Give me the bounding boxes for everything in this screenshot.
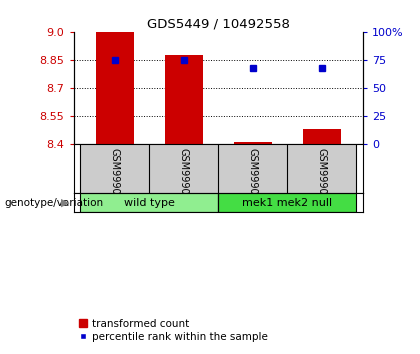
Bar	[80, 193, 218, 212]
Bar	[96, 32, 134, 144]
Bar	[150, 144, 218, 193]
Legend: transformed count, percentile rank within the sample: transformed count, percentile rank withi…	[79, 319, 268, 342]
Text: ▶: ▶	[61, 198, 69, 208]
Text: wild type: wild type	[124, 198, 175, 208]
Title: GDS5449 / 10492558: GDS5449 / 10492558	[147, 18, 290, 31]
Text: GSM999083: GSM999083	[248, 148, 258, 207]
Bar	[234, 142, 272, 144]
Bar	[287, 144, 357, 193]
Bar	[165, 55, 203, 144]
Bar	[218, 193, 357, 212]
Text: mek1 mek2 null: mek1 mek2 null	[242, 198, 333, 208]
Text: GSM999084: GSM999084	[317, 148, 327, 207]
Bar	[80, 144, 150, 193]
Bar	[218, 144, 287, 193]
Text: GSM999081: GSM999081	[110, 148, 120, 207]
Text: GSM999082: GSM999082	[179, 148, 189, 207]
Bar	[303, 129, 341, 144]
Text: genotype/variation: genotype/variation	[4, 198, 103, 208]
